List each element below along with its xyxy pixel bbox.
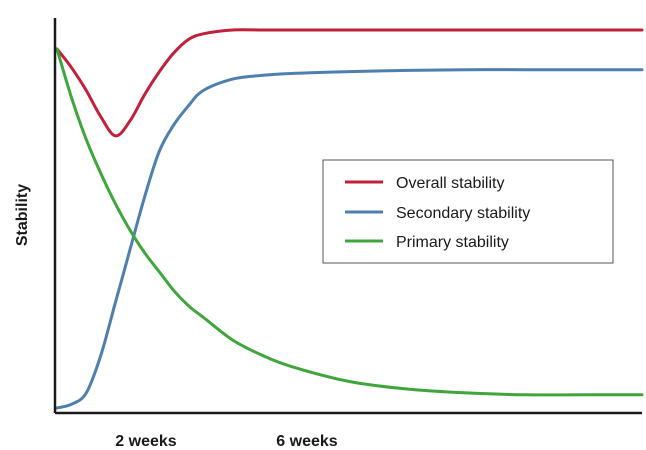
x-tick-2-weeks: 2 weeks: [115, 433, 176, 450]
y-axis-label: Stability: [14, 184, 31, 246]
secondary-stability-line: [55, 68, 644, 410]
plot-area: [55, 28, 644, 410]
legend-label-primary: Primary stability: [396, 234, 509, 251]
legend: Overall stability Secondary stability Pr…: [322, 159, 614, 264]
overall-stability-line: [55, 28, 644, 138]
legend-label-overall: Overall stability: [396, 175, 504, 192]
x-tick-6-weeks: 6 weeks: [276, 433, 337, 450]
primary-stability-line: [55, 47, 644, 397]
legend-label-secondary: Secondary stability: [396, 205, 530, 222]
